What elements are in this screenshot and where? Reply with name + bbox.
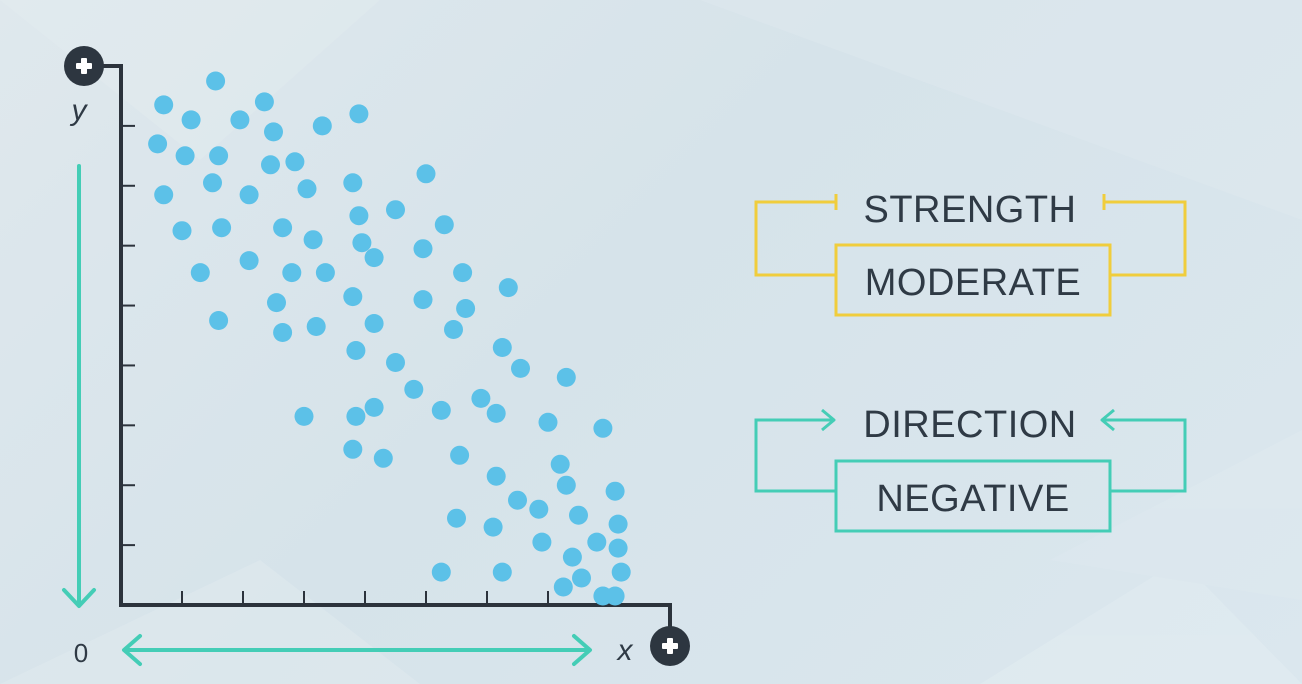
data-point — [483, 517, 503, 537]
data-point — [203, 173, 222, 193]
data-point — [364, 248, 384, 268]
data-point — [492, 338, 512, 357]
data-point — [562, 547, 582, 567]
data-point — [285, 152, 305, 172]
data-point — [431, 562, 451, 582]
data-point — [154, 185, 174, 205]
data-point — [264, 122, 283, 142]
data-point — [556, 367, 576, 387]
data-point — [492, 562, 512, 582]
data-point — [343, 287, 363, 307]
data-point — [343, 439, 363, 459]
data-point — [416, 164, 436, 184]
data-point — [273, 218, 293, 238]
data-point — [273, 323, 293, 342]
direction-value: NEGATIVE — [876, 478, 1069, 520]
data-point — [593, 418, 613, 438]
data-point — [529, 499, 549, 519]
data-point — [209, 311, 229, 330]
data-point — [206, 71, 226, 91]
data-point — [532, 532, 552, 552]
data-point — [212, 218, 232, 238]
data-point — [190, 263, 210, 283]
data-point — [315, 263, 335, 283]
strength-value: MODERATE — [865, 262, 1082, 304]
data-point — [349, 206, 369, 226]
x-axis-plus-icon — [650, 626, 690, 666]
data-point — [608, 538, 628, 558]
data-point — [611, 562, 631, 582]
data-point — [434, 215, 454, 235]
data-point — [572, 568, 591, 588]
data-point — [349, 104, 369, 124]
data-point — [444, 320, 463, 339]
data-point — [587, 532, 607, 552]
data-point — [447, 508, 466, 528]
x-direction-arrow — [122, 634, 592, 666]
data-point — [386, 353, 405, 372]
data-point — [306, 317, 326, 336]
data-point — [312, 116, 332, 136]
data-point — [181, 110, 201, 130]
data-point — [267, 293, 286, 313]
axes — [84, 64, 672, 645]
data-point — [550, 454, 570, 474]
data-point — [404, 379, 424, 399]
data-point — [508, 490, 527, 510]
data-point — [605, 481, 625, 501]
y-axis-plus-icon — [64, 46, 104, 86]
data-point — [346, 341, 366, 360]
data-point — [471, 388, 491, 408]
data-point — [605, 586, 625, 606]
data-point — [254, 92, 274, 112]
direction-indicator: DIRECTION NEGATIVE — [754, 404, 1187, 533]
data-point — [175, 146, 195, 166]
data-point — [511, 358, 530, 378]
data-point — [450, 445, 470, 465]
data-point — [538, 412, 558, 432]
data-point — [148, 134, 168, 154]
data-point — [453, 263, 473, 283]
strength-indicator: STRENGTH MODERATE — [754, 189, 1187, 317]
data-point — [608, 514, 628, 534]
data-point — [556, 475, 576, 495]
data-point — [172, 221, 192, 241]
data-points — [148, 71, 631, 606]
data-point — [297, 179, 317, 199]
origin-label: 0 — [74, 638, 88, 668]
data-point — [154, 95, 174, 115]
data-point — [413, 290, 433, 310]
data-point — [498, 278, 518, 298]
data-point — [486, 403, 506, 423]
data-point — [386, 200, 405, 220]
data-point — [486, 466, 506, 486]
strength-label: STRENGTH — [864, 189, 1077, 231]
data-point — [413, 239, 433, 259]
data-point — [239, 251, 259, 271]
data-point — [373, 448, 393, 468]
data-point — [456, 299, 476, 318]
data-point — [343, 173, 363, 193]
data-point — [431, 400, 451, 420]
data-point — [209, 146, 229, 166]
axis-ticks — [121, 124, 610, 605]
data-point — [364, 397, 384, 417]
direction-label: DIRECTION — [863, 404, 1077, 446]
data-point — [352, 233, 372, 253]
y-direction-arrow — [62, 164, 96, 608]
data-point — [261, 155, 280, 175]
data-point — [569, 505, 588, 525]
data-point — [364, 314, 384, 333]
data-point — [553, 577, 573, 597]
data-point — [346, 406, 366, 426]
data-point — [303, 230, 323, 250]
data-point — [294, 406, 314, 426]
x-axis-label: x — [616, 634, 634, 667]
data-point — [239, 185, 259, 205]
data-point — [282, 263, 302, 283]
y-axis-label: y — [70, 94, 89, 127]
data-point — [230, 110, 250, 130]
